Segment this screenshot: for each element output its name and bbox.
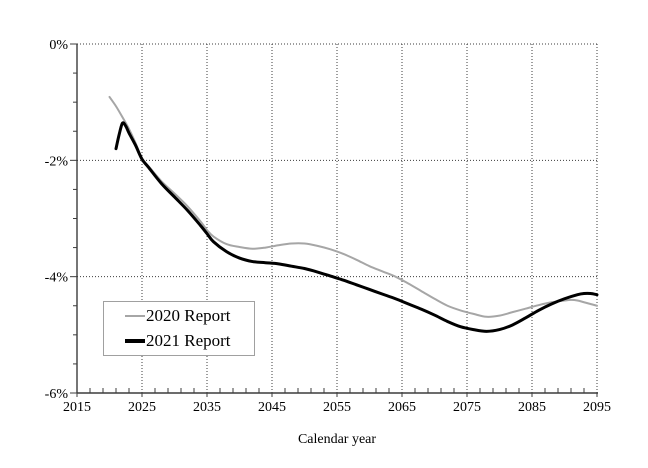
y-tick-label: -4% [45, 271, 69, 286]
legend-box: 2020 Report 2021 Report [103, 301, 255, 356]
series-line-2021-report [114, 121, 599, 333]
x-tick-label: 2065 [388, 400, 416, 415]
x-tick-label: 2055 [323, 400, 351, 415]
legend-label-2021: 2021 Report [146, 330, 231, 350]
legend-line-sample-2020 [125, 315, 145, 318]
legend-label-2020: 2020 Report [146, 305, 231, 325]
series-line-2020-report [108, 95, 598, 318]
y-tick-label: -6% [45, 387, 69, 402]
y-tick-label: 0% [49, 38, 68, 53]
legend-line-sample-2021 [125, 338, 145, 343]
x-axis-title: Calendar year [297, 432, 377, 447]
x-tick-label: 2025 [128, 400, 156, 415]
legend-entry-2021-report: 2021 Report [125, 330, 254, 351]
x-tick-label: 2035 [193, 400, 221, 415]
x-tick-label: 2015 [63, 400, 91, 415]
x-tick-label: 2075 [453, 400, 481, 415]
y-tick-label: -2% [45, 154, 69, 169]
x-tick-label: 2085 [518, 400, 546, 415]
x-tick-label: 2095 [583, 400, 611, 415]
legend-entry-2020-report: 2020 Report [125, 305, 254, 326]
x-tick-label: 2045 [258, 400, 286, 415]
